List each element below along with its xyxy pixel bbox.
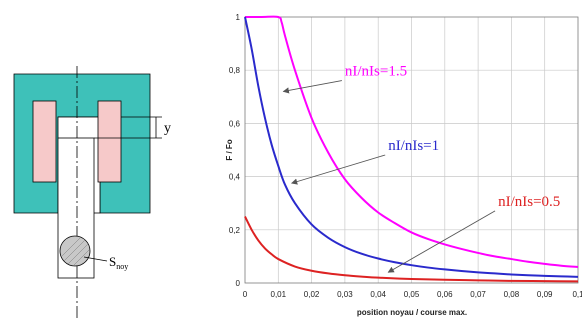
s-label-sub: noy [116, 262, 128, 271]
chart: 0 0,2 0,4 0,6 0,8 1 0 0,01 0,02 0,03 0,04 0,05 0,06… [225, 13, 582, 317]
annotation-label: nI/nIs=1.5 [345, 64, 407, 80]
y-tick-label: 0,2 [229, 226, 241, 235]
coil-left [32, 100, 57, 183]
core-section-hatch [61, 237, 90, 267]
core-section [59, 235, 91, 267]
y-tick-label: 0,8 [229, 66, 241, 75]
y-ticks: 0 0,2 0,4 0,6 0,8 1 [229, 13, 241, 288]
s-leader [83, 256, 108, 262]
series-group [244, 15, 579, 283]
annotation-arrow [387, 210, 496, 273]
coil-right [97, 100, 122, 183]
y-tick-label: 0,6 [229, 119, 241, 128]
annotations: nI/nIs=1.5 nI/nIs=1 nI/nIs=0.5 [282, 64, 560, 273]
x-tick-label: 0,1 [572, 290, 582, 299]
x-tick-label: 0,08 [504, 290, 520, 299]
x-ticks: 0 0,01 0,02 0,03 0,04 0,05 0,06 0,07 0,08 0,09 0,1 [243, 290, 582, 299]
s-label: Snoy [109, 254, 128, 271]
x-tick-label: 0,04 [370, 290, 386, 299]
x-tick-label: 0,05 [404, 290, 420, 299]
annotation-arrow [282, 80, 342, 94]
x-tick-label: 0 [243, 290, 248, 299]
solenoid-diagram: y Snoy [13, 66, 171, 320]
x-axis-label: position noyau / course max. [357, 308, 467, 317]
x-tick-label: 0,03 [337, 290, 353, 299]
x-tick-label: 0,07 [470, 290, 486, 299]
x-tick-label: 0,01 [271, 290, 287, 299]
y-tick-label: 0,4 [229, 173, 241, 182]
annotation-arrow [291, 154, 386, 185]
y-axis-label: F / Fo [225, 139, 234, 160]
plot-frame [244, 16, 579, 284]
x-tick-label: 0,06 [437, 290, 453, 299]
s-label-main: S [109, 254, 116, 269]
dim-label-y: y [164, 121, 171, 136]
annotation-label: nI/nIs=1 [388, 138, 439, 154]
x-tick-label: 0,02 [304, 290, 320, 299]
y-tick-label: 0 [236, 279, 241, 288]
x-tick-label: 0,09 [537, 290, 553, 299]
annotation-label: nI/nIs=0.5 [498, 194, 560, 210]
y-tick-label: 1 [236, 13, 241, 22]
grid [245, 17, 578, 283]
series-line [244, 16, 579, 278]
series-line [245, 15, 579, 269]
series-line [244, 216, 579, 283]
